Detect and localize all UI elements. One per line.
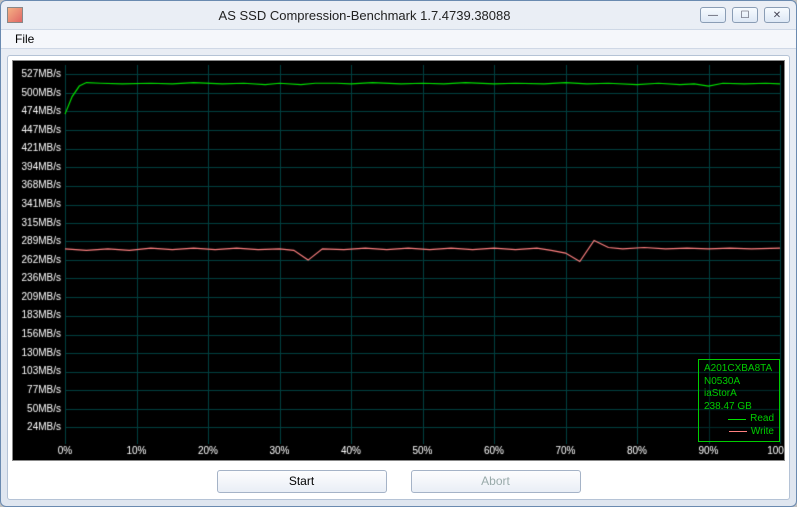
chart-area: A201CXBA8TA N0530A iaStorA 238.47 GB Rea…: [12, 60, 785, 461]
window-controls: — ☐ ✕: [700, 7, 790, 23]
minimize-button[interactable]: —: [700, 7, 726, 23]
legend-write-label: Write: [751, 426, 774, 439]
legend-write-swatch: [729, 431, 747, 432]
start-button[interactable]: Start: [217, 470, 387, 493]
titlebar: AS SSD Compression-Benchmark 1.7.4739.38…: [1, 1, 796, 29]
legend-driver: iaStorA: [704, 388, 774, 401]
legend-read-label: Read: [750, 413, 774, 426]
chart-canvas: [13, 61, 784, 460]
maximize-button[interactable]: ☐: [732, 7, 758, 23]
legend-read-swatch: [728, 419, 746, 420]
content-panel: A201CXBA8TA N0530A iaStorA 238.47 GB Rea…: [7, 55, 790, 500]
legend-firmware: N0530A: [704, 376, 774, 389]
legend-write-row: Write: [704, 426, 774, 439]
menubar: File: [1, 29, 796, 49]
app-icon: [7, 7, 23, 23]
button-row: Start Abort: [12, 461, 785, 495]
legend-read-row: Read: [704, 413, 774, 426]
legend-device: A201CXBA8TA: [704, 363, 774, 376]
close-button[interactable]: ✕: [764, 7, 790, 23]
menu-file[interactable]: File: [9, 30, 40, 48]
legend-capacity: 238.47 GB: [704, 401, 774, 414]
legend-box: A201CXBA8TA N0530A iaStorA 238.47 GB Rea…: [698, 359, 780, 442]
abort-button[interactable]: Abort: [411, 470, 581, 493]
app-window: AS SSD Compression-Benchmark 1.7.4739.38…: [0, 0, 797, 507]
window-title: AS SSD Compression-Benchmark 1.7.4739.38…: [29, 8, 700, 23]
